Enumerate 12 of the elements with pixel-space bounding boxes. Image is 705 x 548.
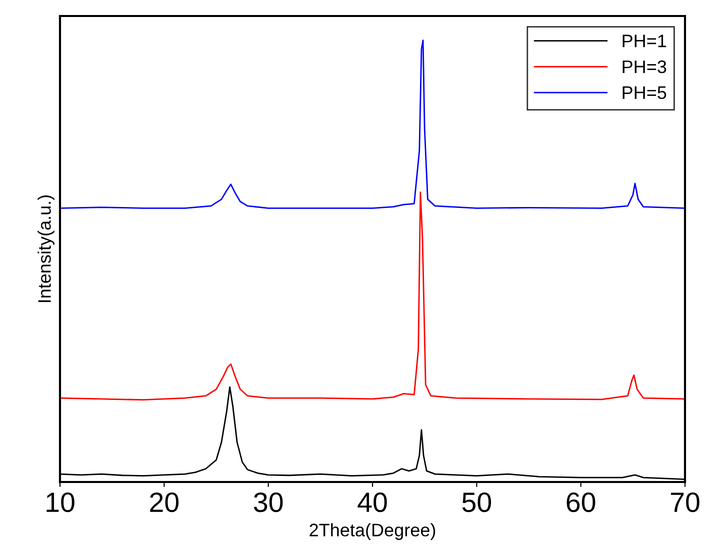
legend-label: PH=5 <box>622 86 666 100</box>
y-axis-title: Intensity(a.u.) <box>38 195 54 302</box>
x-tick-label: 40 <box>358 492 387 512</box>
x-tick-label: 50 <box>462 492 492 512</box>
x-tick-label: 30 <box>254 492 283 512</box>
x-tick-label: 10 <box>46 492 74 512</box>
x-tick-label: 60 <box>566 492 596 512</box>
x-axis-title: 2Theta(Degree) <box>310 523 436 540</box>
x-tick-label: 20 <box>150 492 179 512</box>
x-tick-label: 70 <box>670 492 700 512</box>
legend-label: PH=3 <box>622 60 666 74</box>
legend-label: PH=1 <box>622 34 666 48</box>
